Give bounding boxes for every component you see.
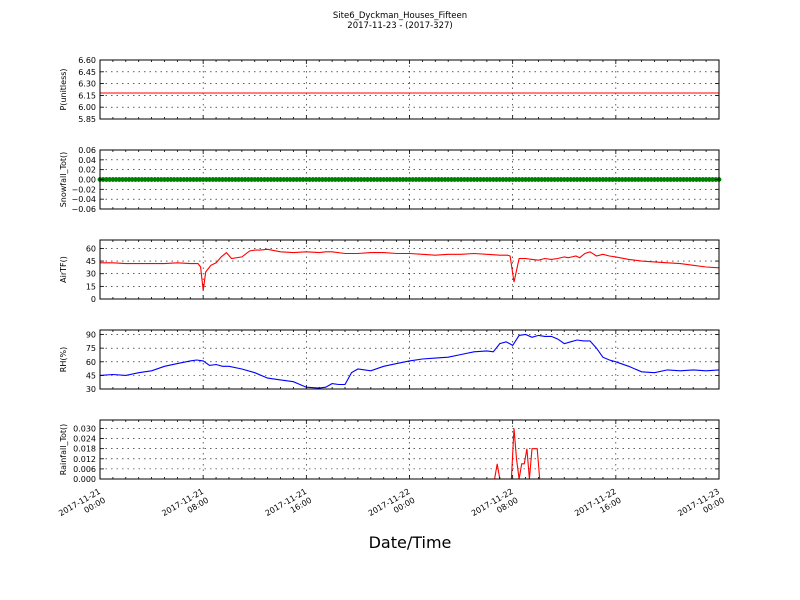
y-tick-label: 6.60 <box>78 56 96 65</box>
y-tick-label: 0.000 <box>73 475 96 484</box>
x-axis-label: Date/Time <box>368 533 452 552</box>
y-tick-label: 0.02 <box>78 166 96 175</box>
x-tick-label: 2017-11-2108:00 <box>160 487 210 527</box>
y-tick-label: −0.06 <box>71 205 96 214</box>
chart-title: Site6_Dyckman_Houses_Fifteen <box>332 11 468 21</box>
y-tick-label: 0.00 <box>78 176 96 185</box>
y-tick-label: 0.030 <box>73 424 96 433</box>
y-tick-label: 0.024 <box>73 435 96 444</box>
y-tick-label: 45 <box>86 257 96 266</box>
series-line <box>100 248 720 291</box>
chart-subtitle: 2017-11-23 - (2017-327) <box>347 21 453 31</box>
x-tick-label: 2017-11-2200:00 <box>367 487 417 527</box>
x-tick-label: 2017-11-2100:00 <box>57 487 107 527</box>
y-axis-label: Rainfall_Tot() <box>59 424 68 476</box>
y-tick-label: 0.04 <box>78 156 96 165</box>
y-tick-label: 30 <box>86 270 96 279</box>
subplot-3: 0 15 30 45 60 AirTF() <box>59 239 720 304</box>
x-tick-label: 2017-11-2208:00 <box>470 487 520 527</box>
y-tick-label: −0.04 <box>71 195 96 204</box>
y-tick-label: 75 <box>86 344 96 353</box>
subplot-1: 5.85 6.00 6.15 6.30 6.45 6.60 P(unitless) <box>59 56 720 124</box>
series-line <box>100 428 719 480</box>
series-line <box>99 333 720 389</box>
subplot-2: −0.06−0.04−0.020.000.020.040.06 Snowfall_… <box>59 146 722 214</box>
y-tick-label: 6.45 <box>78 68 96 77</box>
x-tick-label: 2017-11-2116:00 <box>264 487 314 527</box>
y-tick-label: 15 <box>86 282 96 291</box>
y-tick-label: 0 <box>91 295 96 304</box>
y-tick-label: 60 <box>86 244 96 253</box>
y-axis-label: Snowfall_Tot() <box>59 152 68 208</box>
subplot-4: 30 45 60 75 90 RH(%) <box>59 329 720 394</box>
y-axis-label: RH(%) <box>59 347 68 372</box>
y-tick-label: 6.30 <box>78 80 96 89</box>
y-tick-label: −0.02 <box>71 185 96 194</box>
y-tick-label: 60 <box>86 358 96 367</box>
y-tick-label: 0.006 <box>73 465 96 474</box>
x-tick-label: 2017-11-2216:00 <box>573 487 623 527</box>
y-tick-label: 45 <box>86 371 96 380</box>
x-tick-label: 2017-11-2300:00 <box>676 487 726 527</box>
y-axis-label: P(unitless) <box>59 68 68 110</box>
y-tick-label: 5.85 <box>78 115 96 124</box>
y-axis-label: AirTF() <box>59 256 68 283</box>
y-tick-label: 0.018 <box>73 445 96 454</box>
y-tick-label: 6.00 <box>78 103 96 112</box>
y-tick-label: 0.012 <box>73 455 96 464</box>
y-tick-label: 6.15 <box>78 91 96 100</box>
y-tick-label: 30 <box>86 385 96 394</box>
y-tick-label: 0.06 <box>78 146 96 155</box>
y-tick-label: 90 <box>86 331 96 340</box>
